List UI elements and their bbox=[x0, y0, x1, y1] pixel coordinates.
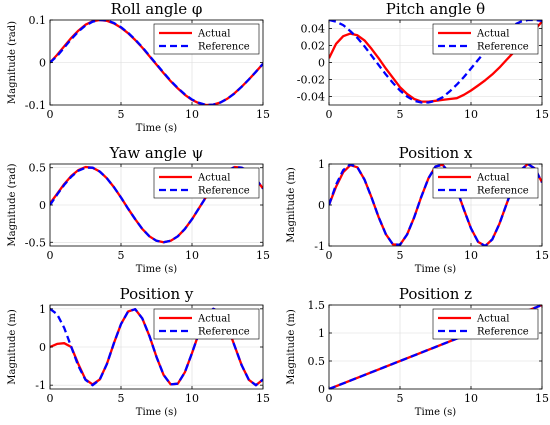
x-tick-label: 15 bbox=[256, 392, 270, 405]
x-axis-label: Time (s) bbox=[415, 407, 456, 418]
x-tick-label: 10 bbox=[464, 392, 478, 405]
series-line-reference bbox=[329, 164, 542, 246]
legend-label-actual: Actual bbox=[197, 173, 230, 184]
y-tick-label: 1 bbox=[318, 327, 325, 340]
y-tick-label: -0.5 bbox=[25, 236, 46, 249]
y-tick-label: -0.02 bbox=[297, 74, 325, 87]
x-tick-label: 0 bbox=[47, 108, 54, 121]
legend: Actual Reference bbox=[153, 23, 260, 55]
y-tick-label: 1 bbox=[318, 158, 325, 171]
legend-label-reference: Reference bbox=[198, 186, 250, 197]
legend-box bbox=[153, 23, 260, 55]
x-axis-label: Time (s) bbox=[415, 264, 456, 275]
x-tick-label: 15 bbox=[535, 249, 549, 262]
legend: Actual Reference bbox=[432, 23, 539, 55]
y-tick-label: -0.1 bbox=[25, 99, 46, 112]
legend: Actual Reference bbox=[153, 167, 260, 199]
x-tick-label: 5 bbox=[397, 108, 404, 121]
legend-box bbox=[432, 167, 539, 199]
legend-label-actual: Actual bbox=[197, 314, 230, 325]
legend-label-reference: Reference bbox=[198, 42, 250, 53]
axes-box bbox=[328, 304, 543, 390]
chart-panel-2: 0 5 10 15 -0.04 -0.02 0 0.02 0.04 Pitch angle θ Ac… bbox=[297, 0, 549, 121]
y-tick-label: 0.1 bbox=[29, 14, 47, 27]
chart-title: Roll angle φ bbox=[111, 0, 203, 18]
legend: Actual Reference bbox=[432, 308, 539, 340]
y-tick-label: 0 bbox=[39, 341, 46, 354]
y-tick-label: 0.5 bbox=[308, 355, 326, 368]
y-tick-label: -1 bbox=[35, 379, 46, 392]
legend-label-actual: Actual bbox=[197, 29, 230, 40]
x-axis-label: Time (s) bbox=[136, 264, 177, 275]
x-tick-label: 5 bbox=[118, 392, 125, 405]
legend-label-reference: Reference bbox=[198, 327, 250, 338]
x-tick-label: 0 bbox=[47, 249, 54, 262]
legend-box bbox=[153, 167, 260, 199]
chart-title: Position x bbox=[399, 144, 473, 162]
legend-label-actual: Actual bbox=[476, 173, 509, 184]
x-tick-label: 0 bbox=[326, 392, 333, 405]
y-tick-label: 0.04 bbox=[301, 23, 326, 36]
y-tick-label: 1.5 bbox=[308, 299, 326, 312]
y-tick-label: 0 bbox=[318, 57, 325, 70]
x-tick-label: 15 bbox=[256, 249, 270, 262]
chart-title: Position z bbox=[399, 285, 472, 303]
series-line-actual bbox=[329, 20, 542, 103]
x-tick-label: 10 bbox=[185, 249, 199, 262]
legend-label-reference: Reference bbox=[477, 42, 529, 53]
y-tick-label: 0 bbox=[318, 199, 325, 212]
legend-box bbox=[432, 23, 539, 55]
x-tick-label: 0 bbox=[326, 249, 333, 262]
y-tick-label: 0.02 bbox=[301, 40, 326, 53]
chart-panel-6: 0 5 10 15 0 0.5 1 1.5 Position z Time (s) Magnitud… bbox=[286, 285, 549, 418]
x-tick-label: 5 bbox=[397, 249, 404, 262]
x-axis-label: Time (s) bbox=[136, 123, 177, 134]
x-tick-label: 0 bbox=[47, 392, 54, 405]
y-tick-label: 1 bbox=[39, 303, 46, 316]
x-tick-label: 10 bbox=[464, 108, 478, 121]
x-tick-label: 0 bbox=[326, 108, 333, 121]
series-line-reference bbox=[50, 165, 263, 244]
series-line-actual bbox=[50, 20, 263, 105]
y-axis-label: Magnitude (rad) bbox=[7, 21, 18, 104]
chart-title: Yaw angle ψ bbox=[109, 144, 204, 162]
y-tick-label: -1 bbox=[314, 240, 325, 253]
x-tick-label: 15 bbox=[256, 108, 270, 121]
legend-label-actual: Actual bbox=[476, 29, 509, 40]
legend-label-reference: Reference bbox=[477, 186, 529, 197]
y-tick-label: 0 bbox=[39, 199, 46, 212]
legend-box bbox=[153, 308, 260, 340]
y-tick-label: 0 bbox=[39, 57, 46, 70]
x-tick-label: 5 bbox=[118, 108, 125, 121]
y-tick-label: -0.04 bbox=[297, 91, 325, 104]
legend: Actual Reference bbox=[153, 308, 260, 340]
y-tick-label: 0.5 bbox=[29, 162, 47, 175]
y-axis-label: Magnitude (m) bbox=[286, 167, 297, 243]
y-axis-label: Magnitude (m) bbox=[7, 309, 18, 385]
y-axis-label: Magnitude (rad) bbox=[7, 163, 18, 246]
x-tick-label: 15 bbox=[535, 108, 549, 121]
legend-label-actual: Actual bbox=[476, 314, 509, 325]
x-tick-label: 15 bbox=[535, 392, 549, 405]
x-tick-label: 5 bbox=[118, 249, 125, 262]
legend: Actual Reference bbox=[432, 167, 539, 199]
legend-box bbox=[432, 308, 539, 340]
x-tick-label: 10 bbox=[185, 392, 199, 405]
x-tick-label: 10 bbox=[464, 249, 478, 262]
chart-title: Position y bbox=[120, 285, 194, 303]
y-axis-label: Magnitude (m) bbox=[286, 309, 297, 385]
x-tick-label: 10 bbox=[185, 108, 199, 121]
chart-title: Pitch angle θ bbox=[386, 0, 485, 18]
x-axis-label: Time (s) bbox=[136, 407, 177, 418]
x-tick-label: 5 bbox=[397, 392, 404, 405]
legend-label-reference: Reference bbox=[477, 327, 529, 338]
y-tick-label: 0 bbox=[318, 383, 325, 396]
